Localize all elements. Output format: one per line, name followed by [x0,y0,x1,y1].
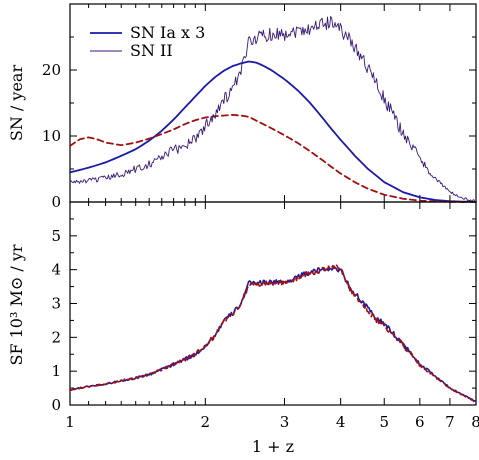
legend-label-sn-ia: SN Ia x 3 [130,23,205,42]
bottom-panel-series [69,263,477,404]
y-tick-label: 20 [42,61,61,79]
series-line-0-0 [69,60,477,203]
series-line-1-1 [69,263,477,404]
y-tick-label: 5 [51,227,61,245]
series-line-0-1 [69,114,477,203]
top-panel-series [69,15,477,203]
y-tick-label: 1 [51,362,61,380]
top-ylabel: SN / year [7,65,26,142]
x-tick-label: 3 [280,413,290,431]
legend: SN Ia x 3 SN II [90,23,205,60]
x-tick-label: 6 [415,413,425,431]
x-tick-label: 1 [65,413,75,431]
x-tick-label: 8 [471,413,479,431]
bottom-panel-ytick-labels: 0 1 2 3 4 5 [51,227,61,414]
legend-label-sn-ii: SN II [130,41,173,60]
x-tick-label: 2 [201,413,211,431]
x-tick-label: 4 [336,413,346,431]
y-tick-label: 10 [42,127,61,145]
top-panel: 0 10 20 SN / year SN Ia x 3 SN II [7,3,477,211]
y-tick-label: 3 [51,295,61,313]
y-tick-label: 2 [51,328,61,346]
y-tick-label: 4 [51,261,61,279]
series-line-1-0 [69,265,477,403]
bottom-xlabel: 1 + z [252,437,294,456]
bottom-panel-ticks [69,201,477,406]
bottom-panel-frame [69,201,477,406]
series-line-0-2 [69,15,477,203]
y-tick-label: 0 [51,193,61,211]
top-panel-ytick-labels: 0 10 20 [42,61,61,211]
y-tick-label: 0 [51,396,61,414]
bottom-ylabel: SF 10³ M⊙ / yr [7,244,26,365]
x-tick-label: 7 [445,413,455,431]
x-tick-label: 5 [379,413,389,431]
